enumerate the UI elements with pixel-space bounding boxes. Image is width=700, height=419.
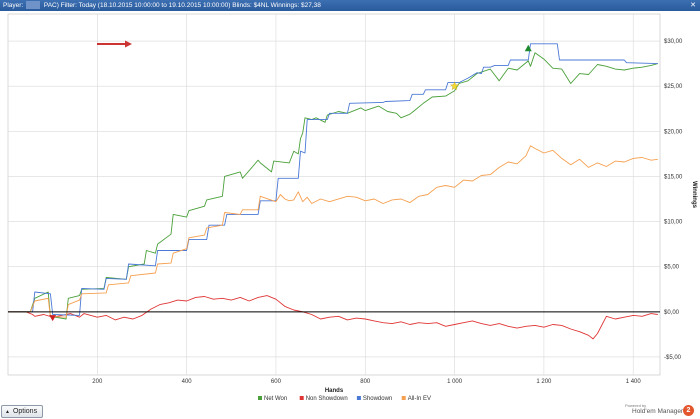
winnings-graph: 200 400 600 800 1 000 1 200 1 400 -$5,00 $0,00 $5… [7, 13, 697, 402]
series-lines [8, 43, 658, 340]
close-icon[interactable]: ✕ [690, 2, 696, 9]
axes: 200 400 600 800 1 000 1 200 1 400 -$5,00 $0,00 $5… [92, 39, 697, 394]
x-axis-label: Hands [325, 388, 344, 394]
hm2-logo-icon: 2 [683, 405, 694, 416]
star-marker [450, 81, 460, 91]
red-arrow-icon [125, 40, 132, 48]
series-line-net-won [8, 52, 658, 320]
chevron-up-icon: ▲ [5, 409, 10, 415]
series-line-non-showdown [8, 295, 658, 340]
x-tick-label: 1 000 [447, 379, 463, 385]
legend-label-net-won: Net Won [264, 396, 287, 402]
max-marker [524, 44, 532, 52]
plot-frame [7, 13, 661, 376]
legend-label-non-showdown: Non Showdown [306, 396, 348, 402]
x-tick-label: 1 400 [626, 379, 642, 385]
player-name-redacted [26, 1, 41, 10]
series-line-all-in-ev [8, 145, 658, 318]
grid [7, 13, 661, 376]
options-label: Options [12, 408, 38, 415]
filter-summary: PAC) Filter: Today (18.10.2015 10:00:00 … [43, 2, 321, 9]
powered-by-text: Powered by [625, 403, 647, 408]
brand-name: Hold'em Manager [632, 408, 684, 415]
options-button[interactable]: ▲ Options [1, 405, 44, 418]
y-tick-label: $5,00 [664, 265, 680, 271]
legend-label-all-in-ev: All-In EV [408, 396, 431, 402]
x-tick-label: 1 200 [536, 379, 552, 385]
x-tick-label: 200 [92, 379, 103, 385]
decorations [97, 40, 132, 48]
y-tick-label: -$5,00 [664, 355, 682, 361]
y-tick-label: $20,00 [664, 129, 683, 135]
chart-title-bar: Player: PAC) Filter: Today (18.10.2015 1… [0, 0, 700, 11]
legend-swatch-all-in-ev [401, 396, 406, 400]
player-label: Player: [3, 2, 24, 9]
legend-swatch-net-won [258, 396, 262, 400]
x-tick-label: 400 [182, 379, 193, 385]
legend-swatch-non-showdown [299, 396, 304, 400]
legend-swatch-showdown [356, 396, 361, 400]
legend-label-showdown: Showdown [363, 396, 392, 402]
markers [49, 44, 532, 322]
y-tick-label: $10,00 [664, 220, 683, 226]
x-tick-label: 600 [271, 379, 282, 385]
legend: Net Won Non Showdown Showdown All-In EV [258, 396, 431, 402]
y-tick-label: $30,00 [664, 39, 683, 45]
x-tick-label: 800 [360, 379, 371, 385]
series-line-showdown [8, 43, 658, 316]
y-tick-label: $25,00 [664, 84, 683, 90]
y-tick-label: $0,00 [664, 310, 680, 316]
y-axis-label: Winnings [691, 181, 697, 209]
y-tick-label: $15,00 [664, 174, 683, 180]
min-marker [49, 315, 57, 322]
